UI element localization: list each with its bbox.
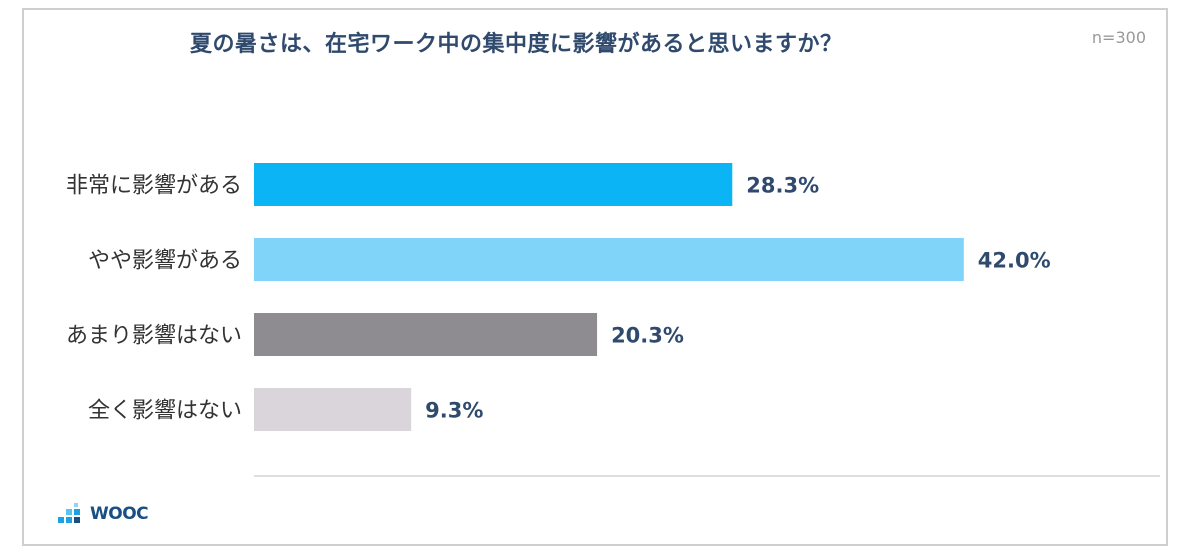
bar-2 [254, 238, 964, 281]
wooc-logo-text: WOOC [90, 504, 149, 524]
category-label-1: 非常に影響がある [66, 174, 242, 199]
value-label-1: 28.3% [746, 174, 819, 198]
wooc-logo: WOOC [58, 503, 149, 525]
sample-size: n=300 [1091, 28, 1146, 47]
bar-3 [254, 313, 598, 356]
category-label-3: あまり影響はない [66, 324, 242, 349]
chart-title: 夏の暑さは、在宅ワーク中の集中度に影響があると思いますか？ [190, 32, 843, 57]
value-label-3: 20.3% [611, 324, 684, 348]
wooc-logo-icon [58, 503, 80, 523]
value-label-2: 42.0% [978, 249, 1051, 273]
bar-4 [254, 388, 412, 431]
category-label-2: やや影響がある [88, 249, 242, 274]
bar-1 [254, 163, 733, 206]
value-label-4: 9.3% [425, 399, 483, 423]
category-label-4: 全く影響はない [88, 399, 242, 424]
